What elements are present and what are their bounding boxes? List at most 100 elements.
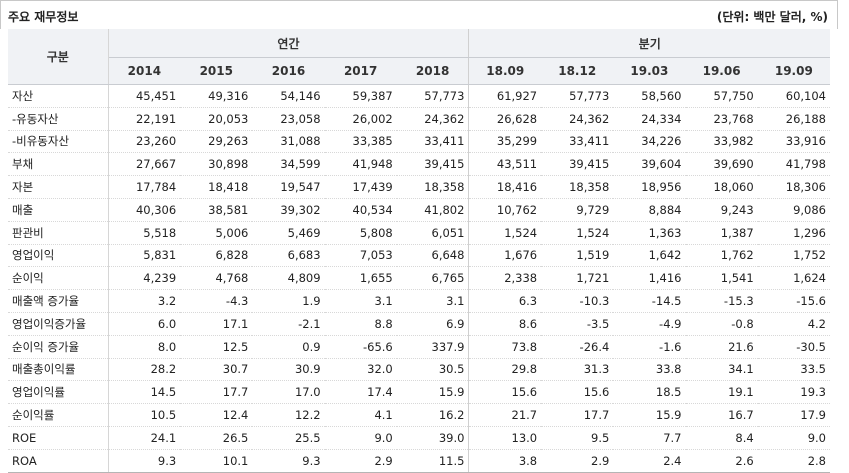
table-row: 영업이익률 14.5 17.7 17.0 17.4 15.9 15.6 15.6 18.5 19.…: [8, 380, 830, 405]
value-cell: 4,809: [252, 266, 325, 291]
value-cell: 6,051: [396, 221, 469, 245]
value-cell: 337.9: [396, 335, 469, 359]
value-cell: 5,469: [252, 221, 325, 245]
value-cell: 1,642: [613, 244, 686, 268]
value-cell: 41,802: [396, 198, 469, 222]
value-cell: 41,948: [324, 152, 397, 177]
value-cell: 24,334: [613, 107, 686, 131]
value-cell: 1,655: [324, 266, 397, 291]
value-cell: 6,648: [396, 244, 469, 268]
value-cell: 34.1: [685, 358, 758, 382]
row-label: 매출액 증가율: [8, 289, 109, 313]
row-label: 매출총이익률: [8, 358, 109, 382]
value-cell: 25.5: [252, 426, 325, 450]
value-cell: 10.1: [180, 449, 253, 473]
quarterly-group-header: 분기: [468, 29, 830, 58]
value-cell: 26,628: [468, 107, 542, 131]
table-row: 부채 27,667 30,898 34,599 41,948 39,415 43,511 39…: [8, 152, 830, 177]
value-cell: 12.5: [180, 335, 253, 359]
value-cell: -14.5: [613, 289, 686, 313]
value-cell: 26.5: [180, 426, 253, 450]
table-row: 영업이익 5,831 6,828 6,683 7,053 6,648 1,676 1,519 1…: [8, 244, 830, 268]
table-row: 판관비 5,518 5,006 5,469 5,808 6,051 1,524 1,524 1,…: [8, 221, 830, 245]
value-cell: 39,415: [541, 152, 614, 177]
value-cell: 1,524: [468, 221, 542, 245]
value-cell: 58,560: [613, 84, 686, 108]
value-cell: 9.0: [324, 426, 397, 450]
value-cell: 31.3: [541, 358, 614, 382]
value-cell: 3.8: [468, 449, 542, 473]
value-cell: 16.2: [396, 403, 469, 427]
value-cell: 4.1: [324, 403, 397, 427]
value-cell: 45,451: [108, 84, 181, 108]
value-cell: 14.5: [108, 380, 181, 405]
row-label: -비유동자산: [8, 130, 109, 154]
value-cell: 61,927: [468, 84, 542, 108]
value-cell: 8.4: [685, 426, 758, 450]
value-cell: 2.4: [613, 449, 686, 473]
value-cell: 18.5: [613, 380, 686, 405]
value-cell: 1,387: [685, 221, 758, 245]
value-cell: 33,385: [324, 130, 397, 154]
value-cell: 39,604: [613, 152, 686, 177]
value-cell: 35,299: [468, 130, 542, 154]
value-cell: -1.6: [613, 335, 686, 359]
value-cell: 17.4: [324, 380, 397, 405]
value-cell: 33,411: [541, 130, 614, 154]
value-cell: 9,729: [541, 198, 614, 222]
table-row: 순이익률 10.5 12.4 12.2 4.1 16.2 21.7 17.7 15.9 16.7 1…: [8, 403, 830, 427]
value-cell: 4,768: [180, 266, 253, 291]
value-cell: 6.0: [108, 312, 181, 336]
period-header: 2017: [324, 57, 397, 85]
value-cell: 1,524: [541, 221, 614, 245]
value-cell: 29.8: [468, 358, 542, 382]
period-header: 19.09: [757, 57, 830, 85]
value-cell: 17.7: [541, 403, 614, 427]
value-cell: 39,690: [685, 152, 758, 177]
value-cell: 17.9: [757, 403, 830, 427]
value-cell: 1,721: [541, 266, 614, 291]
value-cell: 1,752: [757, 244, 830, 268]
table-body: 자산 45,451 49,316 54,146 59,387 57,773 61,927 57…: [8, 84, 830, 473]
value-cell: 26,188: [757, 107, 830, 131]
value-cell: 8.8: [324, 312, 397, 336]
value-cell: 21.7: [468, 403, 542, 427]
value-cell: 1,676: [468, 244, 542, 268]
row-label: ROE: [8, 426, 109, 450]
value-cell: 1,296: [757, 221, 830, 245]
value-cell: 9,086: [757, 198, 830, 222]
value-cell: 18,306: [757, 175, 830, 199]
value-cell: 9.0: [757, 426, 830, 450]
value-cell: -4.9: [613, 312, 686, 336]
value-cell: 49,316: [180, 84, 253, 108]
row-label: 영업이익증가율: [8, 312, 109, 336]
table-row: ROA 9.3 10.1 9.3 2.9 11.5 3.8 2.9 2.4 2.6 2.8: [8, 449, 830, 473]
value-cell: 59,387: [324, 84, 397, 108]
value-cell: 5,518: [108, 221, 181, 245]
table-row: 매출 40,306 38,581 39,302 40,534 41,802 10,762 9,…: [8, 198, 830, 222]
value-cell: 1,762: [685, 244, 758, 268]
row-label: 순이익 증가율: [8, 335, 109, 359]
value-cell: 4,239: [108, 266, 181, 291]
value-cell: 33.8: [613, 358, 686, 382]
value-cell: 15.6: [468, 380, 542, 405]
value-cell: 10,762: [468, 198, 542, 222]
value-cell: 18,358: [541, 175, 614, 199]
value-cell: 40,534: [324, 198, 397, 222]
value-cell: 9.5: [541, 426, 614, 450]
value-cell: -65.6: [324, 335, 397, 359]
value-cell: 6.9: [396, 312, 469, 336]
value-cell: 18,060: [685, 175, 758, 199]
value-cell: 30.5: [396, 358, 469, 382]
value-cell: 24,362: [541, 107, 614, 131]
value-cell: 17.7: [180, 380, 253, 405]
value-cell: 31,088: [252, 130, 325, 154]
value-cell: 9,243: [685, 198, 758, 222]
value-cell: 9.3: [252, 449, 325, 473]
value-cell: 6.3: [468, 289, 542, 313]
value-cell: 33,411: [396, 130, 469, 154]
value-cell: 5,808: [324, 221, 397, 245]
value-cell: 24.1: [108, 426, 181, 450]
value-cell: 18,956: [613, 175, 686, 199]
